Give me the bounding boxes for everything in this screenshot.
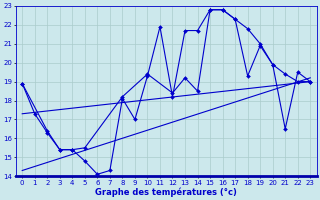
X-axis label: Graphe des températures (°c): Graphe des températures (°c) bbox=[95, 187, 237, 197]
